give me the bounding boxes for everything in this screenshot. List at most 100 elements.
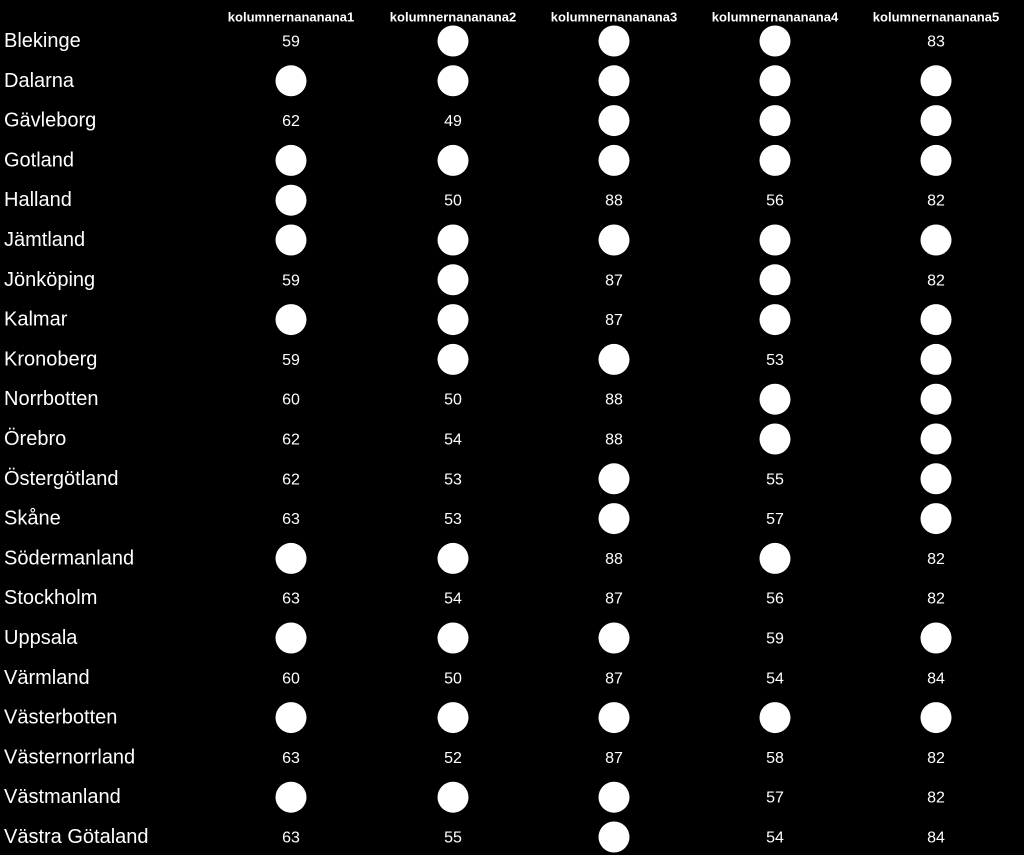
cell-value: 84: [927, 670, 945, 687]
missing-value-marker: [920, 224, 952, 256]
missing-value-marker: [920, 383, 952, 415]
cell-value: 88: [605, 551, 623, 568]
cell-value: 52: [444, 750, 462, 767]
missing-value-marker: [920, 702, 952, 734]
column-header: kolumnernananana1: [228, 10, 354, 25]
cell-value: 62: [282, 471, 300, 488]
row-label: Norrbotten: [4, 388, 99, 410]
cell-value: 63: [282, 830, 300, 847]
cell-value: 88: [605, 193, 623, 210]
missing-value-marker: [437, 542, 469, 574]
missing-value-marker: [759, 144, 791, 176]
missing-value-marker: [275, 622, 307, 654]
missing-value-marker: [437, 343, 469, 375]
cell-value: 82: [927, 790, 945, 807]
missing-value-marker: [759, 264, 791, 296]
cell-value: 63: [282, 750, 300, 767]
missing-value-marker: [920, 144, 952, 176]
missing-value-marker: [598, 503, 630, 535]
cell-value: 57: [766, 511, 784, 528]
row-labels: Blekinge Dalarna Gävleborg Gotland Halland Jä…: [4, 30, 149, 848]
row-label: Västmanland: [4, 786, 121, 808]
row-label: Västernorrland: [4, 746, 135, 768]
missing-value-marker: [437, 65, 469, 97]
cell-value: 50: [444, 670, 462, 687]
row-label: Uppsala: [4, 627, 78, 649]
missing-value-marker: [437, 781, 469, 813]
cell-value: 55: [444, 830, 462, 847]
row-label: Dalarna: [4, 70, 75, 92]
cell-value: 62: [282, 113, 300, 130]
row-label: Östergötland: [4, 468, 119, 490]
missing-value-marker: [275, 542, 307, 574]
cell-value: 54: [444, 432, 462, 449]
cell-value: 82: [927, 272, 945, 289]
missing-value-marker: [598, 224, 630, 256]
cell-value: 60: [282, 392, 300, 409]
cell-value: 56: [766, 193, 784, 210]
missing-value-marker: [437, 144, 469, 176]
missing-value-marker: [275, 304, 307, 336]
cell-value: 88: [605, 392, 623, 409]
row-label: Gävleborg: [4, 110, 96, 132]
cell-value: 53: [444, 511, 462, 528]
missing-value-marker: [598, 702, 630, 734]
cell-value: 60: [282, 670, 300, 687]
cell-value: 54: [766, 830, 784, 847]
missing-value-marker: [920, 65, 952, 97]
row-label: Stockholm: [4, 587, 97, 609]
missing-value-marker: [598, 144, 630, 176]
missing-value-marker: [598, 105, 630, 137]
missing-value-marker: [598, 25, 630, 57]
row-label: Gotland: [4, 149, 74, 171]
missing-value-marker: [759, 702, 791, 734]
missing-value-marker: [920, 423, 952, 455]
row-label: Södermanland: [4, 547, 134, 569]
missing-value-marker: [437, 304, 469, 336]
missing-value-marker: [275, 702, 307, 734]
cell-value: 62: [282, 432, 300, 449]
cell-value: 54: [444, 591, 462, 608]
cell-value: 82: [927, 591, 945, 608]
missing-value-marker: [920, 304, 952, 336]
missing-value-marker: [437, 702, 469, 734]
missing-value-marker: [598, 622, 630, 654]
table-cells: 59 83 62 49 50 88 56 82 59 87 82 87 59 53 60 50 88 62 54 88…: [275, 25, 952, 853]
cell-value: 59: [282, 34, 300, 51]
missing-value-marker: [275, 65, 307, 97]
missing-value-marker: [759, 383, 791, 415]
missing-value-marker: [275, 184, 307, 216]
cell-value: 87: [605, 312, 623, 329]
cell-value: 53: [444, 471, 462, 488]
row-label: Kronoberg: [4, 348, 97, 370]
row-label: Jämtland: [4, 229, 85, 251]
missing-value-marker: [759, 105, 791, 137]
cell-value: 87: [605, 272, 623, 289]
missing-value-marker: [275, 144, 307, 176]
cell-value: 55: [766, 471, 784, 488]
cell-value: 88: [605, 432, 623, 449]
cell-value: 49: [444, 113, 462, 130]
cell-value: 82: [927, 551, 945, 568]
cell-value: 84: [927, 830, 945, 847]
missing-value-marker: [759, 542, 791, 574]
row-label: Skåne: [4, 508, 61, 530]
column-headers: kolumnernananana1 kolumnernananana2 kolumn…: [228, 10, 999, 25]
row-label: Örebro: [4, 428, 66, 450]
missing-value-marker: [598, 781, 630, 813]
missing-value-marker: [759, 25, 791, 57]
cell-value: 82: [927, 750, 945, 767]
column-header: kolumnernananana2: [390, 10, 516, 25]
missing-value-marker: [759, 224, 791, 256]
missing-value-marker: [437, 622, 469, 654]
missing-value-marker: [275, 224, 307, 256]
missing-value-marker: [275, 781, 307, 813]
missing-value-marker: [920, 463, 952, 495]
cell-value: 53: [766, 352, 784, 369]
cell-value: 63: [282, 591, 300, 608]
row-label: Värmland: [4, 667, 90, 689]
missing-value-marker: [920, 622, 952, 654]
cell-value: 59: [766, 631, 784, 648]
missing-value-marker: [759, 304, 791, 336]
